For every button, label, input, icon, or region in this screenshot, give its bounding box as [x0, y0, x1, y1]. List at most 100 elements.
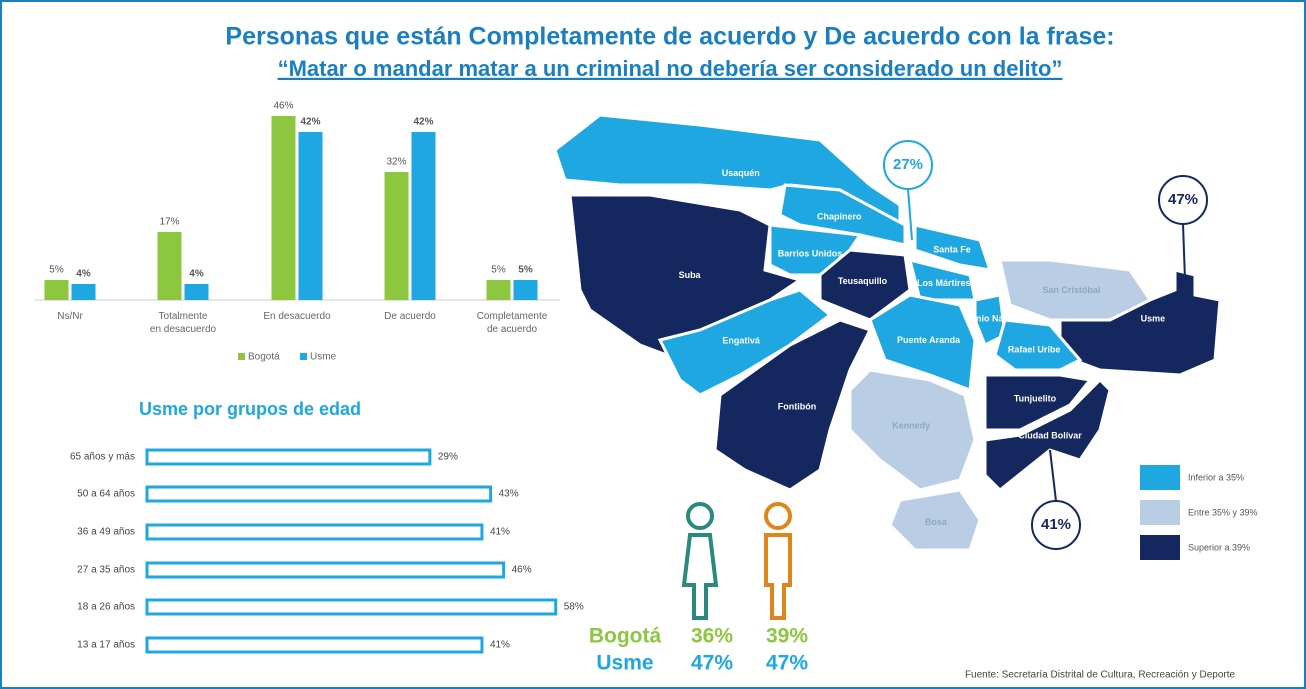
data-label: 41%: [490, 527, 510, 538]
data-label: 17%: [159, 217, 179, 228]
map-region: [848, 368, 977, 492]
map-region: [888, 488, 982, 552]
legend-label: Usme: [310, 352, 337, 363]
legend-swatch: [238, 353, 245, 360]
y-tick-label: 50 a 64 años: [77, 489, 135, 500]
legend-label: Superior a 39%: [1188, 542, 1250, 552]
region-label: Rafael Uribe: [1008, 344, 1061, 354]
y-tick-label: 27 a 35 años: [77, 565, 135, 576]
region-label: Suba: [679, 270, 702, 280]
male-value: 39%: [766, 625, 808, 648]
female-icon-head: [686, 502, 714, 530]
data-label: 29%: [438, 452, 458, 463]
legend-label: Entre 35% y 39%: [1188, 507, 1258, 517]
y-tick-label: 65 años y más: [70, 452, 135, 463]
callout-value: 27%: [893, 156, 923, 173]
y-tick-label: 18 a 26 años: [77, 602, 135, 613]
bar: [145, 523, 484, 541]
data-label: 42%: [300, 117, 320, 128]
region-label: Fontibón: [778, 401, 816, 411]
bar: [513, 280, 538, 300]
callout-line: [1182, 223, 1186, 281]
female-value: 47%: [691, 652, 733, 675]
subtitle: “Matar o mandar matar a un criminal no d…: [278, 56, 1063, 81]
region-label: Tunjuelito: [1014, 394, 1057, 404]
bar: [44, 280, 69, 300]
gender-row-name: Usme: [596, 652, 653, 675]
data-label: 41%: [490, 640, 510, 651]
map-region: [1058, 268, 1222, 377]
region-label: Teusaquillo: [838, 276, 888, 286]
callout-line: [1049, 449, 1057, 502]
bar: [145, 448, 432, 466]
female-value: 36%: [691, 625, 733, 648]
map-region: [913, 223, 993, 272]
male-icon-body: [764, 533, 792, 620]
map-region: [983, 377, 1112, 493]
region-label: Puente Aranda: [897, 335, 961, 345]
bar: [271, 116, 296, 300]
region-label: Engativá: [722, 335, 761, 345]
region-label: Los Mártires: [917, 278, 971, 288]
y-tick-label: 36 a 49 años: [77, 527, 135, 538]
gender-row-name: Bogotá: [589, 625, 662, 648]
bar: [384, 172, 409, 300]
female-icon-body: [681, 533, 719, 620]
region-label: Bosa: [925, 517, 948, 527]
map-region: [657, 288, 833, 397]
callout-circle: [1158, 175, 1208, 225]
data-label: 4%: [76, 269, 91, 280]
data-label: 5%: [491, 265, 506, 276]
x-tick-label: Totalmente en desacuerdo: [150, 311, 217, 335]
bar: [298, 132, 323, 300]
region-label: Usaquén: [722, 168, 760, 178]
x-tick-label: Completamente de acuerdo: [477, 311, 548, 335]
data-label: 43%: [499, 489, 519, 500]
bar: [145, 636, 484, 654]
map-region: [818, 248, 912, 322]
male-icon-head: [764, 502, 792, 530]
legend-swatch: [1140, 500, 1180, 525]
bar: [145, 561, 506, 579]
callout-circle: [1031, 500, 1081, 550]
region-label: Usme: [1141, 314, 1166, 324]
source: Fuente: Secretaría Distrital de Cultura,…: [965, 670, 1236, 681]
bar: [411, 132, 436, 300]
x-tick-label: En desacuerdo: [263, 311, 331, 322]
bar: [157, 232, 182, 300]
region-label: Kennedy: [892, 420, 930, 430]
legend-label: Bogotá: [248, 352, 280, 363]
region-label: Antonio Nariño: [956, 313, 1021, 323]
legend-swatch: [1140, 465, 1180, 490]
data-label: 32%: [386, 157, 406, 168]
map-region: [993, 318, 1083, 372]
callout-value: 47%: [1168, 191, 1198, 208]
legend-swatch: [300, 353, 307, 360]
callout-value: 41%: [1041, 516, 1071, 533]
data-label: 4%: [189, 269, 204, 280]
map-region: [778, 183, 907, 247]
callout-line: [907, 188, 913, 241]
region-label: Chapinero: [817, 212, 862, 222]
male-value: 47%: [766, 652, 808, 675]
region-label: Santa Fe: [933, 244, 971, 254]
legend-swatch: [1140, 535, 1180, 560]
y-tick-label: 13 a 17 años: [77, 640, 135, 651]
map-region: [868, 293, 977, 393]
data-label: 58%: [564, 602, 584, 613]
region-label: Barrios Unidos: [778, 249, 843, 259]
region-label: Ciudad Bolívar: [1018, 430, 1082, 440]
bar: [145, 485, 493, 503]
bar: [184, 284, 209, 300]
bar: [486, 280, 511, 300]
chart-title: Usme por grupos de edad: [139, 399, 361, 419]
legend-label: Inferior a 35%: [1188, 472, 1244, 482]
x-tick-label: Ns/Nr: [57, 311, 83, 322]
map-region: [973, 293, 1007, 348]
x-tick-label: De acuerdo: [384, 311, 436, 322]
data-label: 5%: [49, 265, 64, 276]
map-region: [983, 373, 1093, 432]
title: Personas que están Completamente de acue…: [225, 23, 1114, 51]
data-label: 46%: [512, 565, 532, 576]
